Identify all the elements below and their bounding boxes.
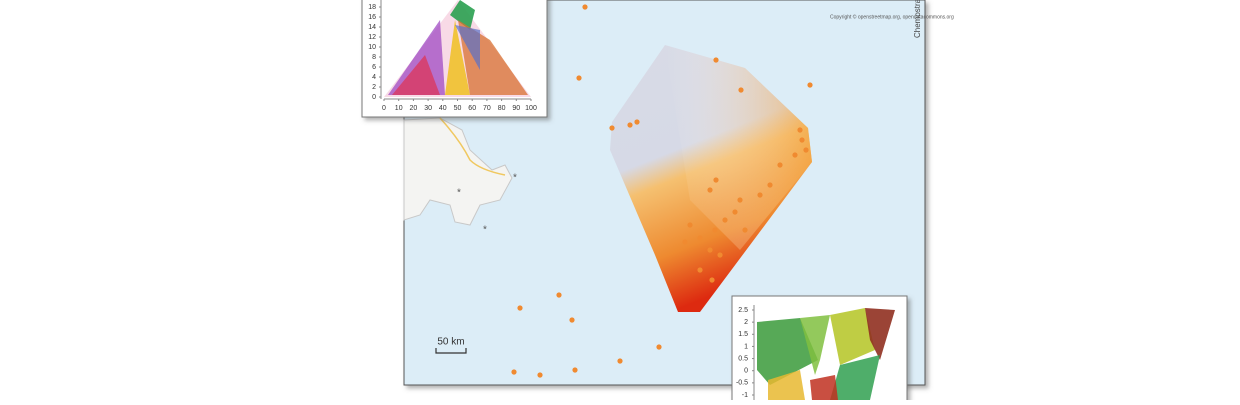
scatter-cloud [830,355,880,400]
sample-point [713,57,719,63]
sample-point [707,247,713,253]
sample-point [709,277,715,283]
sample-point [682,239,688,245]
sample-point [572,367,578,373]
scatter-cloud [830,308,875,365]
side-label: Chemostrat [913,0,922,38]
attribution: Copyright © openstreetmap.org, opendatac… [830,13,954,20]
sample-points [511,4,813,378]
scatter-cloud [455,25,480,70]
y-tick-label: 2 [744,319,748,326]
sample-point [738,87,744,93]
scatter-cloud [800,315,830,375]
y-tick-label: -0.5 [736,380,748,387]
y-tick-label: 8 [372,54,376,61]
y-tick-label: -1 [742,392,748,399]
sample-point [807,82,813,88]
sample-point [792,152,798,158]
x-tick-label: 100 [525,105,537,112]
sample-point [742,227,748,233]
y-tick-label: 0 [744,368,748,375]
marker: * [483,225,487,236]
sample-point [722,217,728,223]
sample-point [687,222,693,228]
scatter-cloud [445,20,470,95]
y-tick-label: 4 [372,74,376,81]
heatmap-overlay [665,45,812,250]
x-tick-label: 30 [424,105,432,112]
x-tick-label: 40 [439,105,447,112]
sample-point [627,122,633,128]
x-tick-label: 10 [395,105,403,112]
scatter-cloud [392,55,440,95]
sample-point [799,137,805,143]
marker: * [513,173,517,184]
sample-point [717,252,723,258]
y-tick-label: 1.5 [738,331,748,338]
x-tick-label: 80 [498,105,506,112]
scatter-cloud [450,0,475,30]
sample-point [697,235,703,241]
scatter-cloud [865,308,895,360]
scatter-inset: 2.5 2 1.5 1 0.5 0 -0.5 -1 [731,295,908,405]
sample-point [609,125,615,131]
sample-point [777,162,783,168]
ternary-inset: 0 2 4 6 8 10 12 14 16 18 0 10 20 30 40 50 60 70 80 90 100 [361,0,548,118]
scale-bar [435,348,467,354]
sample-point [511,369,517,375]
land [403,117,513,226]
y-tick-label: 6 [372,64,376,71]
scatter-cloud [768,370,805,400]
sample-point [537,372,543,378]
y-tick-label: 2.5 [738,307,748,314]
y-tick-label: 0.5 [738,355,748,362]
road [439,117,506,176]
x-tick-label: 20 [410,105,418,112]
scatter-cloud [757,318,818,385]
sample-point [803,147,809,153]
sample-point [697,267,703,273]
y-tick-label: 16 [368,14,376,21]
sample-point [713,177,719,183]
x-tick-label: 90 [512,105,520,112]
marker: * [457,188,461,199]
sample-point [582,4,588,10]
sample-point [517,305,523,311]
x-tick-label: 0 [382,105,386,112]
sample-point [576,75,582,81]
sample-point [556,292,562,298]
sample-point [707,187,713,193]
sample-point [634,119,640,125]
sample-point [797,127,803,133]
y-tick-label: 14 [368,24,376,31]
y-tick-label: 2 [372,84,376,91]
sample-point [732,209,738,215]
y-tick-label: 0 [372,94,376,101]
sample-point [617,358,623,364]
sample-point [737,197,743,203]
y-tick-label: 1 [744,343,748,350]
sample-point [656,344,662,350]
x-tick-label: 60 [468,105,476,112]
x-tick-label: 70 [483,105,491,112]
y-tick-label: 10 [368,44,376,51]
scale-bar-label: 50 km [437,337,464,348]
sample-point [757,192,763,198]
y-tick-label: 12 [368,34,376,41]
sample-point [569,317,575,323]
sample-point [712,227,718,233]
sample-point [767,182,773,188]
x-tick-label: 50 [454,105,462,112]
map: * * * Copyright © openstreetmap.org, ope… [403,0,954,386]
scatter-cloud [810,375,838,400]
y-tick-label: 18 [368,4,376,11]
